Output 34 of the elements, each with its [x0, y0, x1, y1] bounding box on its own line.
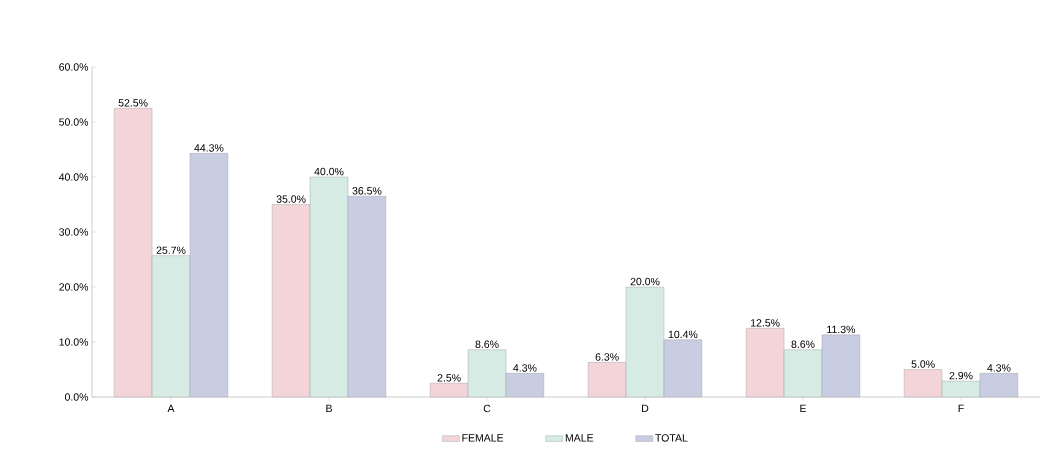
- x-tick-label: C: [483, 404, 491, 413]
- data-label: 2.9%: [949, 371, 973, 380]
- x-tick-label: E: [800, 404, 807, 412]
- data-label: 44.3%: [194, 144, 224, 152]
- data-label: 40.0%: [314, 167, 344, 176]
- legend-label: FEMALE: [462, 434, 504, 442]
- data-label: 6.3%: [595, 353, 619, 361]
- data-label: 2.5%: [437, 374, 461, 382]
- x-tick-label: D: [642, 404, 649, 412]
- y-tick-label: 60.0%: [59, 63, 89, 71]
- data-label: 11.3%: [827, 325, 856, 334]
- data-label: 8.6%: [475, 340, 499, 349]
- x-tick-label: F: [958, 404, 964, 412]
- legend-label: TOTAL: [655, 434, 688, 442]
- data-label: 20.0%: [630, 277, 660, 286]
- x-tick-label: B: [326, 404, 332, 412]
- legend-label: MALE: [565, 434, 594, 442]
- data-label: 12.5%: [751, 319, 780, 327]
- y-tick-label: 50.0%: [59, 118, 89, 126]
- y-tick-label: 20.0%: [59, 283, 89, 291]
- x-tick-label: A: [167, 404, 175, 412]
- y-tick-label: 10.0%: [59, 338, 89, 346]
- y-tick-label: 30.0%: [59, 228, 89, 236]
- y-tick-label: 0.0%: [64, 393, 89, 401]
- data-label: 35.0%: [276, 195, 306, 203]
- data-label: 4.3%: [987, 364, 1011, 372]
- data-label: 8.6%: [791, 340, 815, 349]
- data-label: 4.3%: [513, 364, 537, 372]
- data-label: 10.4%: [668, 330, 698, 339]
- data-label: 36.5%: [352, 187, 382, 195]
- data-label: 5.0%: [911, 360, 935, 368]
- y-tick-label: 40.0%: [58, 173, 89, 181]
- data-label: 52.5%: [118, 99, 148, 107]
- data-label: 25.7%: [156, 246, 186, 254]
